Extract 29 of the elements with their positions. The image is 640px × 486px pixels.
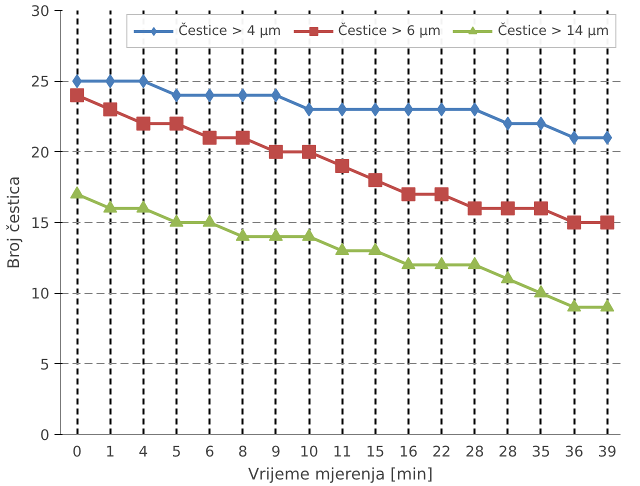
x-tick-label: 39 [598, 444, 617, 460]
x-axis-title: Vrijeme mjerenja [min] [248, 464, 433, 484]
legend-label: Čestice > 14 µm [498, 24, 609, 38]
x-tick-label: 16 [399, 444, 418, 460]
x-tick-label: 0 [72, 444, 82, 460]
x-tick-label: 5 [172, 444, 182, 460]
y-tick-label: 5 [40, 356, 50, 374]
x-tick-label: 10 [300, 444, 318, 460]
x-tick-label: 22 [432, 444, 451, 460]
x-tick-label: 8 [238, 444, 248, 460]
y-tick-label: 15 [30, 215, 50, 232]
legend-label: Čestice > 4 µm [178, 24, 282, 38]
y-tick-label: 30 [30, 3, 50, 20]
y-tick-label: 0 [40, 427, 50, 444]
legend-label: Čestice > 6 µm [338, 24, 441, 38]
x-tick-label: 15 [366, 444, 385, 460]
x-tick-label: 35 [532, 444, 550, 460]
x-tick-label: 36 [564, 444, 584, 460]
x-tick-label: 28 [498, 444, 518, 460]
x-tick-label: 11 [332, 444, 352, 460]
y-axis-title: Broj čestica [4, 176, 23, 269]
y-tick-label: 10 [30, 286, 50, 303]
x-tick-label: 4 [138, 444, 148, 460]
x-tick-label: 6 [204, 444, 214, 460]
x-tick-label: 1 [106, 444, 115, 460]
x-tick-label: 9 [271, 444, 281, 460]
y-tick-label: 20 [30, 144, 50, 162]
y-tick-label: 25 [30, 74, 50, 91]
x-tick-label: 28 [465, 444, 484, 460]
